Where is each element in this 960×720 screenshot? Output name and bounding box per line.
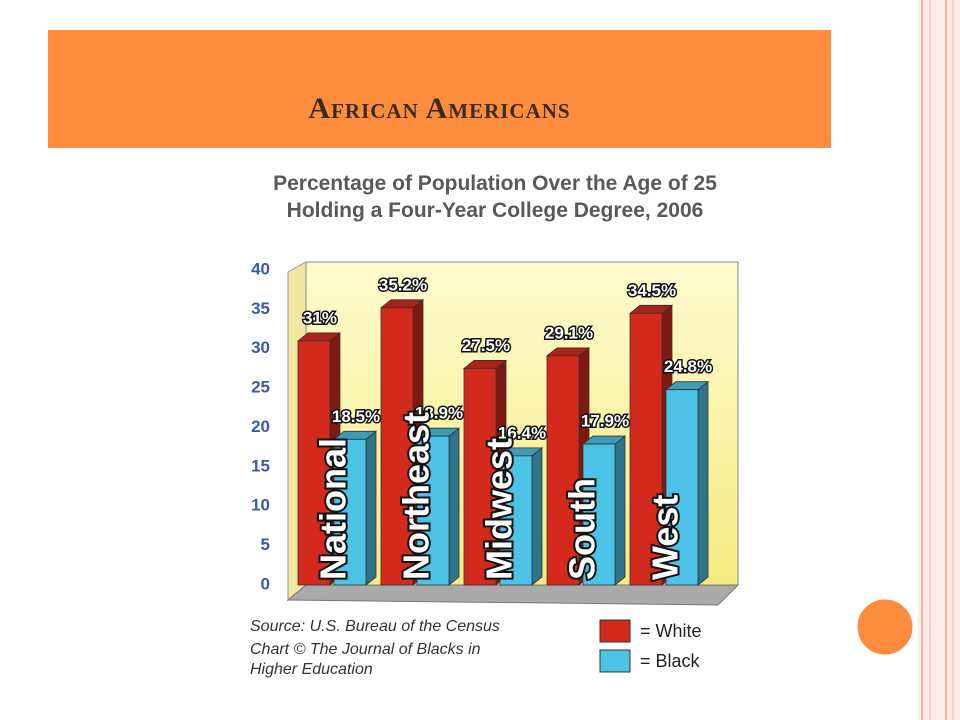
y-tick-label: 20: [251, 417, 270, 436]
legend-label: = Black: [640, 651, 701, 671]
legend-swatch: [599, 619, 631, 643]
x-tick-label: Northeast: [396, 412, 437, 580]
y-tick-label: 15: [251, 456, 270, 475]
bar-side: [614, 435, 626, 586]
chart-title: Percentage of Population Over the Age of…: [273, 172, 717, 222]
slide-title: African Americans: [308, 92, 571, 125]
bar: [463, 368, 497, 586]
y-tick-label: 25: [251, 378, 270, 397]
x-tick-label: West: [645, 495, 686, 580]
bar: [546, 355, 580, 586]
side-band: [918, 0, 960, 720]
value-label: 18.5%: [332, 407, 380, 426]
value-label: 18.9%: [415, 404, 463, 423]
bar-side: [697, 380, 709, 586]
value-label: 34.5%: [628, 281, 676, 300]
bar-side: [531, 447, 543, 586]
y-tick-label: 5: [261, 535, 270, 554]
legend-swatch: [599, 649, 631, 673]
bar: [582, 443, 616, 586]
bar: [333, 438, 367, 586]
y-tick-label: 30: [251, 338, 270, 357]
x-tick-label: Midwest: [479, 438, 520, 580]
bar: [629, 312, 663, 586]
value-label: 29.1%: [545, 323, 593, 342]
y-tick-label: 35: [251, 299, 270, 318]
floor: [286, 584, 740, 606]
value-label: 35.2%: [379, 275, 427, 294]
value-label: 17.9%: [581, 412, 629, 431]
x-tick-label: National: [313, 438, 354, 580]
bar-side: [448, 427, 460, 586]
value-label: 31%: [303, 308, 337, 327]
legend-label: = White: [640, 621, 702, 641]
bar: [297, 340, 331, 586]
bar: [499, 455, 533, 586]
title-box: [48, 30, 831, 148]
x-tick-label: South: [562, 478, 603, 580]
source-note: Source: U.S. Bureau of the Census: [250, 618, 500, 635]
plot: 0 5 10 15 20 25 30 35 40 31% 18.5% National 35.2% 18.…: [251, 259, 714, 673]
value-label: 24.8%: [664, 357, 712, 376]
bar: [665, 389, 699, 586]
credit-note: Chart © The Journal of Blacks in Higher …: [250, 641, 481, 678]
value-label: 16.4%: [498, 423, 546, 442]
bar: [416, 435, 450, 586]
bar-side: [365, 430, 377, 586]
value-label: 27.5%: [462, 336, 510, 355]
decor-circle: [854, 596, 916, 658]
y-tick-label: 0: [261, 574, 270, 593]
y-tick-label: 10: [251, 496, 270, 515]
bar: [380, 307, 414, 586]
y-tick-label: 40: [251, 259, 270, 278]
